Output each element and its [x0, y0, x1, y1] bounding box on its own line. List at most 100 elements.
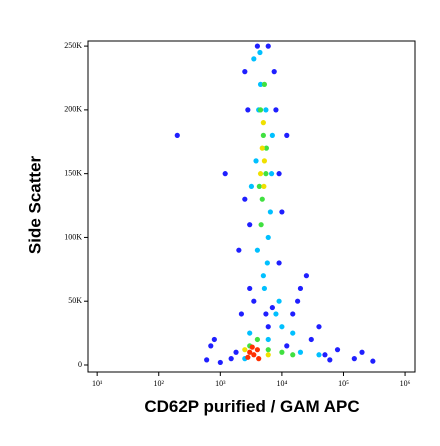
event-point: [242, 69, 248, 75]
event-point: [257, 107, 264, 113]
event-point: [284, 132, 290, 138]
event-point: [251, 298, 257, 304]
x-axis-label: CD62P purified / GAM APC: [144, 397, 359, 416]
event-point: [247, 222, 253, 228]
event-point: [238, 311, 245, 317]
event-point: [261, 285, 268, 292]
event-point: [174, 132, 180, 138]
event-point: [359, 349, 365, 355]
event-point: [251, 56, 257, 62]
event-point: [276, 260, 282, 266]
event-point: [249, 344, 255, 350]
event-point: [254, 347, 260, 353]
event-point: [290, 330, 296, 336]
event-point: [256, 183, 262, 190]
plot-frame: [87, 40, 416, 373]
y-tick-label: 0: [78, 360, 82, 369]
event-point: [242, 196, 248, 202]
event-point: [279, 209, 285, 215]
event-point: [245, 107, 251, 113]
event-point: [257, 171, 264, 177]
event-point: [254, 247, 260, 253]
y-tick-label: 250K: [64, 41, 82, 50]
event-point: [228, 356, 234, 362]
event-point: [290, 311, 296, 317]
event-point: [247, 285, 253, 292]
y-tick-label: 100K: [64, 232, 82, 241]
event-point: [257, 49, 263, 56]
event-point: [276, 171, 282, 177]
event-point: [265, 324, 271, 330]
y-tick-label: 150K: [64, 168, 82, 177]
event-point: [211, 336, 217, 343]
event-point: [279, 324, 285, 330]
event-point: [265, 234, 271, 241]
event-point: [273, 311, 279, 317]
event-point: [265, 352, 271, 358]
x-tick-label: 10²: [154, 379, 165, 388]
event-point: [334, 347, 341, 353]
event-point: [327, 357, 333, 363]
event-point: [261, 158, 268, 164]
event-point: [264, 260, 270, 266]
event-point: [261, 81, 268, 87]
event-point: [247, 349, 253, 355]
event-point: [256, 356, 262, 362]
event-point: [269, 304, 275, 311]
x-tick-label: 10⁴: [277, 379, 288, 388]
x-tick-label: 10³: [215, 379, 226, 388]
event-point: [351, 356, 357, 362]
event-point: [217, 359, 223, 366]
event-point: [258, 222, 264, 228]
y-tick-label: 50K: [68, 296, 82, 305]
event-point: [263, 311, 269, 317]
x-tick-label: 10⁶: [400, 379, 411, 388]
x-tick-label: 10¹: [92, 379, 103, 388]
event-point: [254, 336, 260, 343]
event-point: [265, 336, 271, 343]
event-point: [236, 247, 242, 253]
event-point: [316, 324, 322, 330]
event-point: [242, 347, 248, 353]
event-point: [263, 145, 269, 151]
event-point: [276, 298, 282, 304]
event-point: [260, 120, 266, 126]
event-point: [297, 349, 304, 355]
event-point: [263, 171, 269, 177]
event-point: [297, 285, 304, 292]
event-point: [316, 352, 322, 358]
event-point: [245, 354, 251, 360]
event-point: [233, 349, 239, 355]
event-point: [254, 43, 260, 49]
event-point: [265, 43, 271, 49]
event-point: [295, 298, 301, 304]
event-point: [248, 183, 255, 190]
event-point: [260, 273, 266, 279]
event-point: [263, 107, 269, 113]
event-point: [268, 171, 275, 177]
event-point: [257, 81, 264, 87]
event-point: [259, 145, 265, 151]
event-point: [208, 343, 214, 349]
event-point: [273, 107, 279, 113]
event-point: [303, 273, 310, 279]
event-point: [279, 349, 285, 355]
event-point: [290, 352, 296, 358]
event-point: [322, 352, 328, 358]
event-point: [222, 171, 228, 177]
event-point: [271, 69, 277, 75]
event-point: [260, 132, 266, 138]
event-point: [308, 336, 314, 343]
event-point: [267, 209, 273, 215]
x-tick-label: 10⁵: [338, 379, 349, 388]
event-point: [370, 358, 376, 364]
event-point: [269, 132, 275, 138]
event-point: [261, 183, 267, 190]
event-point: [251, 352, 257, 358]
event-point: [265, 347, 271, 353]
event-point: [253, 158, 259, 164]
event-point: [247, 330, 253, 336]
event-point: [284, 343, 290, 349]
event-point: [204, 357, 210, 363]
